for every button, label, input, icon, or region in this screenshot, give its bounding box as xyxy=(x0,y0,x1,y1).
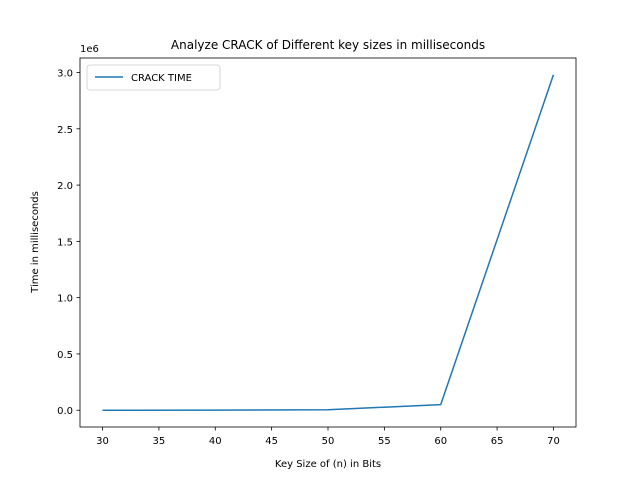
plot-frame xyxy=(79,57,577,428)
series-lines xyxy=(102,74,555,411)
plot-area xyxy=(80,58,576,427)
y-tick-label: 1.5 xyxy=(57,237,73,248)
y-tick-label: 0.5 xyxy=(57,350,73,361)
x-tick-label: 50 xyxy=(322,436,335,447)
y-tick-label: 2.5 xyxy=(57,125,73,136)
chart-title: Analyze CRACK of Different key sizes in … xyxy=(171,38,485,52)
legend: CRACK TIME xyxy=(86,64,221,91)
y-tick-label: 2.0 xyxy=(57,181,73,192)
legend-box xyxy=(86,64,221,91)
x-tick-label: 65 xyxy=(491,436,504,447)
y-axis-ticks: 0.0 0.5 1.0 1.5 2.0 2.5 3.0 xyxy=(57,69,80,417)
y-tick-label: 3.0 xyxy=(57,69,73,80)
series-line-crack-time xyxy=(102,74,555,411)
x-tick-label: 55 xyxy=(378,436,391,447)
x-tick-label: 60 xyxy=(434,436,447,447)
x-tick-label: 45 xyxy=(265,436,278,447)
y-axis-offset-text: 1e6 xyxy=(80,44,99,55)
x-axis-ticks: 30 35 40 45 50 55 60 65 70 xyxy=(96,427,560,447)
y-tick-label: 0.0 xyxy=(57,406,73,417)
x-tick-label: 35 xyxy=(153,436,166,447)
x-axis-label: Key Size of (n) in Bits xyxy=(275,459,381,470)
x-tick-label: 40 xyxy=(209,436,222,447)
y-axis-label: Time in milliseconds xyxy=(30,191,41,294)
x-tick-label: 30 xyxy=(96,436,109,447)
y-tick-label: 1.0 xyxy=(57,294,73,305)
x-tick-label: 70 xyxy=(547,436,560,447)
legend-label-crack-time: CRACK TIME xyxy=(131,73,192,84)
